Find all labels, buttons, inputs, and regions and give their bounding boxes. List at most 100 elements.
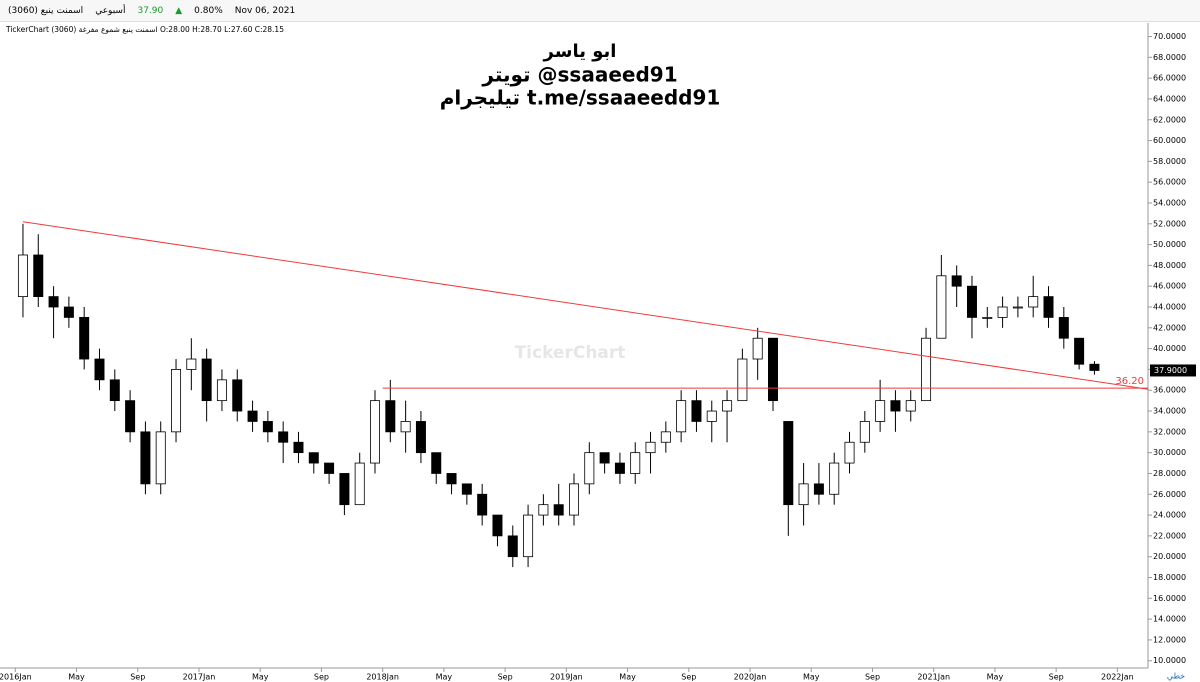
- candle-body: [109, 379, 120, 402]
- y-tick-label: 52.0000: [1153, 219, 1186, 228]
- x-tick-label: Sep: [498, 673, 513, 682]
- support-label: 36.20: [1115, 376, 1144, 387]
- candle-body: [492, 514, 503, 537]
- candle-body: [890, 400, 901, 412]
- candle-body: [63, 306, 74, 318]
- candle-body: [415, 421, 426, 454]
- candle-body: [1043, 296, 1054, 318]
- x-tick-label: 2022Jan: [1101, 673, 1134, 682]
- candle-body: [966, 285, 977, 318]
- x-tick-label: Sep: [1049, 673, 1064, 682]
- candle-body: [706, 410, 717, 422]
- legend-line: TickerChart اسمنت ينبع شموع مفرغة (3060)…: [5, 25, 284, 34]
- x-tick-label: 2017Jan: [183, 673, 216, 682]
- candle-body: [921, 337, 932, 402]
- candle-body: [798, 483, 809, 506]
- header-bar: اسمنت ينبع (3060) أسبوعي 37.90 ▲ 0.80% N…: [0, 0, 1200, 22]
- candle-body: [645, 441, 656, 454]
- candle-body: [997, 306, 1008, 318]
- candle-body: [461, 483, 472, 495]
- y-tick-label: 58.0000: [1153, 157, 1186, 166]
- candle-body: [278, 431, 289, 443]
- title-line: تويتر @ssaaeed91: [481, 63, 677, 87]
- candle-body: [829, 462, 840, 495]
- candle-body: [155, 431, 166, 485]
- candle-body: [676, 400, 687, 433]
- candle-body: [1089, 363, 1100, 371]
- candle-body: [339, 473, 350, 506]
- y-tick-label: 56.0000: [1153, 178, 1186, 187]
- candle-body: [1058, 317, 1069, 339]
- candle-body: [400, 421, 411, 433]
- candle-body: [523, 514, 534, 558]
- candle-body: [324, 462, 335, 474]
- title-line: تيليجرام t.me/ssaaeedd91: [440, 86, 721, 110]
- x-tick-label: May: [619, 673, 636, 682]
- candle-body: [477, 493, 488, 516]
- candle-body: [584, 452, 595, 485]
- y-tick-label: 44.0000: [1153, 303, 1186, 312]
- candle-body: [354, 462, 365, 506]
- x-tick-label: May: [803, 673, 820, 682]
- watermark: TickerChart: [515, 343, 626, 363]
- y-tick-label: 60.0000: [1153, 136, 1186, 145]
- y-tick-label: 36.0000: [1153, 386, 1186, 395]
- candle-body: [905, 400, 916, 412]
- change: 0.80%: [194, 5, 223, 16]
- candle-body: [752, 337, 763, 360]
- x-tick-label: 2018Jan: [366, 673, 399, 682]
- candle-body: [767, 337, 778, 402]
- candle-body: [722, 400, 733, 412]
- candle-body: [875, 400, 886, 422]
- y-tick-label: 26.0000: [1153, 490, 1186, 499]
- y-tick-label: 22.0000: [1153, 531, 1186, 540]
- y-tick-label: 42.0000: [1153, 323, 1186, 332]
- candle-body: [614, 462, 625, 474]
- candle-body: [216, 379, 227, 402]
- candle-body: [569, 483, 579, 516]
- candle-body: [982, 317, 993, 319]
- plot-bg: [0, 23, 1200, 682]
- candle-body: [507, 535, 518, 558]
- candle-body: [936, 275, 947, 339]
- y-tick-label: 40.0000: [1153, 344, 1186, 353]
- symbol[interactable]: اسمنت ينبع (3060): [8, 5, 84, 16]
- x-tick-label: Sep: [865, 673, 880, 682]
- candle-body: [171, 369, 182, 433]
- candle-body: [232, 379, 243, 412]
- candle-body: [538, 504, 549, 516]
- candle-body: [844, 441, 855, 464]
- trendline: [22, 221, 1149, 390]
- y-tick-label: 48.0000: [1153, 261, 1186, 270]
- period[interactable]: أسبوعي: [95, 5, 126, 16]
- y-tick-label: 14.0000: [1153, 615, 1186, 624]
- candle-body: [201, 358, 212, 402]
- x-tick-label: Sep: [314, 673, 329, 682]
- candle-body: [293, 441, 304, 454]
- candle-body: [370, 400, 381, 464]
- y-tick-label: 34.0000: [1153, 407, 1186, 416]
- x-tick-label: 2020Jan: [734, 673, 767, 682]
- candle-body: [446, 473, 457, 485]
- candle-body: [247, 410, 258, 422]
- candle-body: [599, 452, 610, 464]
- x-tick-label: May: [987, 673, 1004, 682]
- candle-body: [660, 431, 671, 443]
- x-tick-label: May: [68, 673, 85, 682]
- scale-mode[interactable]: خطي: [1167, 672, 1185, 681]
- y-tick-label: 54.0000: [1153, 198, 1186, 207]
- x-tick-label: May: [252, 673, 269, 682]
- title-line: ابو ياسر: [543, 41, 617, 62]
- candle-body: [1074, 337, 1085, 365]
- y-tick-label: 46.0000: [1153, 282, 1186, 291]
- x-tick-label: 2016Jan: [0, 673, 32, 682]
- last-price-box: [1150, 364, 1196, 377]
- price: 37.90: [137, 5, 164, 16]
- candle-body: [308, 452, 319, 464]
- x-tick-label: May: [436, 673, 453, 682]
- y-tick-label: 66.0000: [1153, 74, 1186, 83]
- y-tick-label: 62.0000: [1153, 115, 1186, 124]
- candle-body: [859, 421, 870, 443]
- y-tick-label: 64.0000: [1153, 94, 1186, 103]
